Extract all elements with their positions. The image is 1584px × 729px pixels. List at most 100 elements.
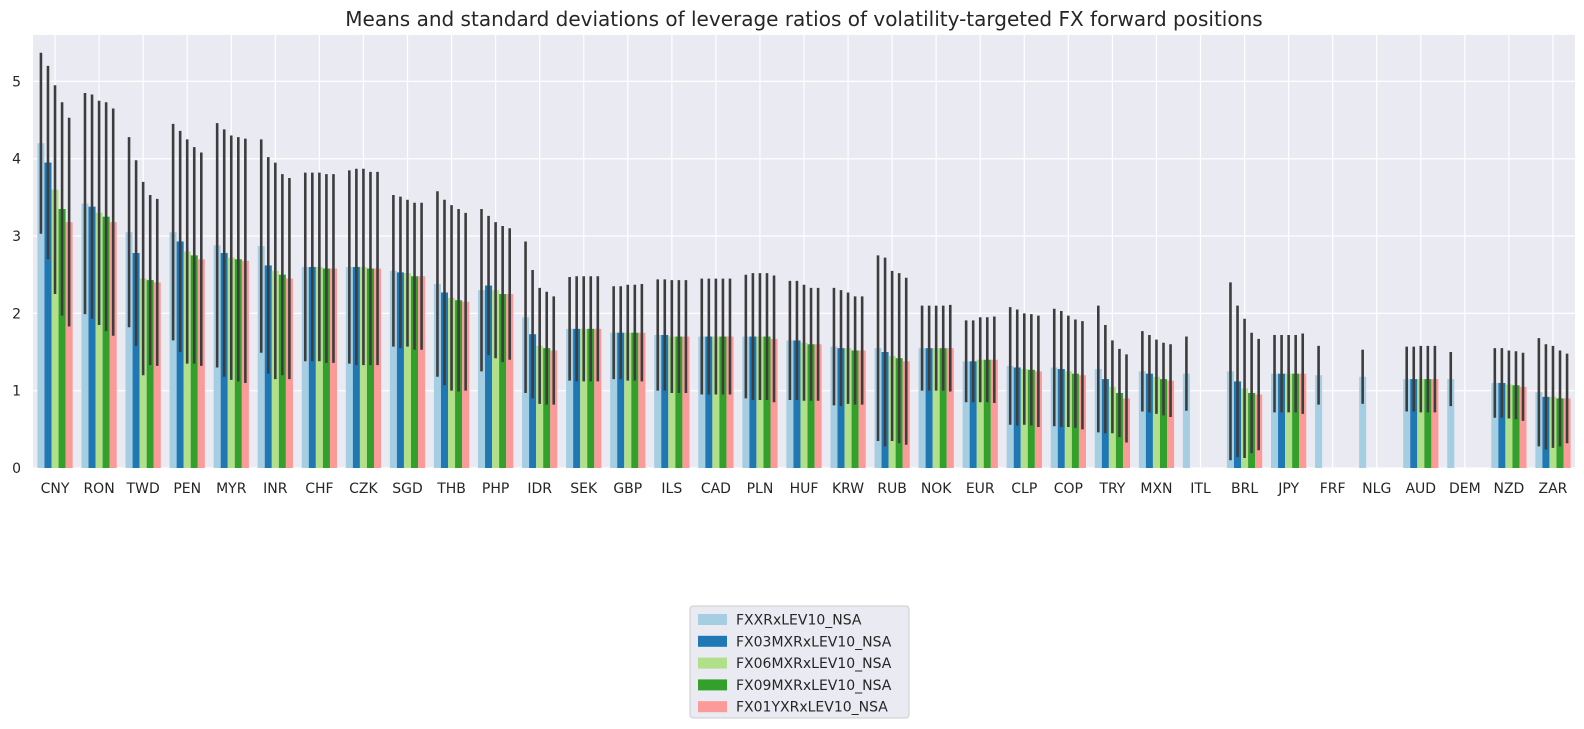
bar bbox=[1152, 376, 1160, 468]
bar bbox=[925, 348, 933, 468]
x-tick-label: IDR bbox=[527, 481, 552, 497]
bar bbox=[675, 336, 683, 468]
bar bbox=[1285, 373, 1293, 468]
bar bbox=[580, 328, 588, 468]
bar bbox=[396, 272, 404, 468]
y-tick-label: 1 bbox=[12, 384, 21, 400]
bar bbox=[366, 268, 375, 468]
bar bbox=[654, 335, 662, 468]
bar bbox=[594, 328, 602, 468]
x-tick-label: FRF bbox=[1320, 481, 1346, 497]
x-tick-label: CNY bbox=[41, 481, 70, 497]
x-tick-label: COP bbox=[1054, 481, 1083, 497]
bar bbox=[1417, 379, 1425, 468]
x-tick-label: AUD bbox=[1405, 481, 1436, 497]
bar bbox=[301, 266, 309, 468]
y-tick-label: 3 bbox=[12, 229, 21, 245]
bar bbox=[682, 336, 690, 468]
x-tick-label: NZD bbox=[1493, 481, 1524, 497]
bar bbox=[1505, 384, 1513, 468]
bar bbox=[58, 208, 66, 469]
bar bbox=[477, 290, 486, 468]
x-tick-label: SEK bbox=[570, 481, 598, 497]
y-tick-label: 2 bbox=[12, 306, 21, 322]
x-tick-label: PHP bbox=[482, 481, 509, 497]
legend-swatch bbox=[698, 679, 727, 691]
bar bbox=[851, 350, 859, 468]
bar bbox=[1403, 379, 1411, 468]
x-tick-label: CLP bbox=[1011, 481, 1037, 497]
bar bbox=[308, 266, 316, 468]
bar bbox=[1359, 376, 1367, 468]
x-tick-label: HUF bbox=[790, 481, 819, 497]
bar bbox=[95, 212, 103, 468]
bar bbox=[1159, 379, 1168, 468]
bar bbox=[146, 280, 154, 468]
bar bbox=[102, 216, 110, 468]
bar bbox=[1299, 373, 1307, 468]
bar bbox=[712, 336, 720, 468]
bar bbox=[800, 342, 808, 468]
bar bbox=[1278, 373, 1286, 468]
bar bbox=[742, 336, 750, 468]
bar bbox=[1315, 375, 1323, 468]
bar bbox=[329, 268, 337, 468]
bar bbox=[1292, 373, 1300, 468]
bar bbox=[661, 335, 669, 468]
x-tick-label: BRL bbox=[1231, 481, 1258, 497]
bar bbox=[359, 266, 367, 468]
chart-title: Means and standard deviations of leverag… bbox=[345, 7, 1262, 31]
bar bbox=[485, 285, 493, 468]
bar bbox=[573, 328, 581, 468]
bar bbox=[550, 350, 558, 468]
bar bbox=[1519, 386, 1527, 468]
bar bbox=[1410, 379, 1418, 468]
y-tick-label: 0 bbox=[12, 461, 21, 477]
x-tick-label: ILS bbox=[661, 481, 682, 497]
bar bbox=[374, 268, 382, 468]
legend-frame bbox=[689, 605, 910, 719]
bar bbox=[153, 282, 161, 468]
y-axis: 0 1 2 3 4 5 bbox=[12, 74, 21, 477]
y-tick-label: 5 bbox=[12, 74, 21, 90]
x-tick-label: CZK bbox=[349, 481, 378, 497]
bar bbox=[566, 328, 574, 468]
bar bbox=[1512, 385, 1520, 468]
bar bbox=[814, 344, 822, 468]
legend-label: FXXRxLEV10_NSA bbox=[736, 613, 862, 629]
bar bbox=[624, 332, 632, 468]
bar bbox=[37, 143, 45, 468]
bar bbox=[418, 276, 426, 468]
legend-label: FX09MXRxLEV10_NSA bbox=[736, 678, 892, 694]
bar bbox=[939, 348, 947, 468]
x-tick-label: RON bbox=[83, 481, 114, 497]
x-tick-label: THB bbox=[436, 481, 466, 497]
bar bbox=[44, 162, 52, 468]
bar bbox=[990, 359, 998, 468]
x-tick-label: CHF bbox=[305, 481, 333, 497]
legend-swatch bbox=[698, 657, 727, 669]
legend-swatch bbox=[698, 701, 727, 713]
x-tick-label: INR bbox=[263, 481, 288, 497]
x-axis: CNY RON TWD PEN MYR INR CHF CZK SGD THB PHP IDR SEK G… bbox=[41, 481, 1568, 497]
x-tick-label: CAD bbox=[701, 481, 731, 497]
bar bbox=[125, 232, 133, 468]
bar bbox=[698, 336, 706, 468]
x-tick-label: DEM bbox=[1449, 481, 1481, 497]
x-tick-label: RUB bbox=[877, 481, 907, 497]
y-tick-label: 4 bbox=[12, 152, 21, 168]
x-tick-label: GBP bbox=[613, 481, 642, 497]
x-tick-label: EUR bbox=[966, 481, 995, 497]
legend-label: FX01YXRxLEV10_NSA bbox=[736, 700, 888, 716]
bar bbox=[763, 336, 771, 468]
bar bbox=[345, 266, 353, 468]
bar bbox=[719, 336, 727, 468]
legend-swatch bbox=[698, 614, 727, 625]
bar bbox=[793, 340, 801, 468]
bar bbox=[492, 290, 500, 468]
bar bbox=[617, 332, 625, 468]
bar bbox=[844, 348, 852, 468]
bar bbox=[726, 336, 734, 468]
bar bbox=[1138, 371, 1146, 468]
bar bbox=[1431, 379, 1439, 468]
